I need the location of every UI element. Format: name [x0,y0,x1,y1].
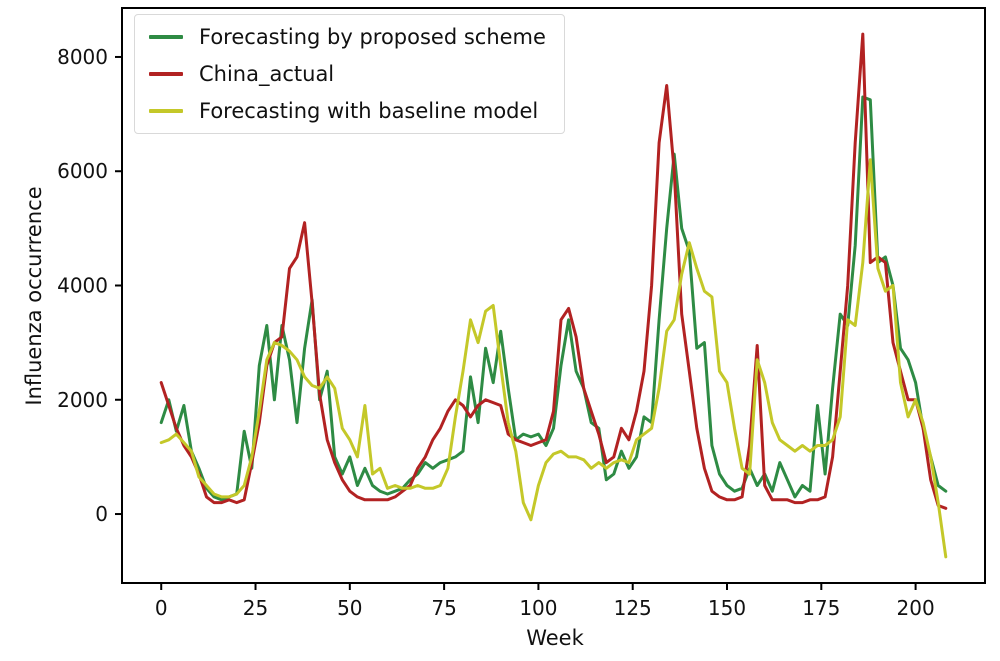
y-tick-label: 8000 [57,45,108,69]
legend-item-0: Forecasting by proposed scheme [149,25,546,49]
legend-label: China_actual [199,62,335,86]
series-line-0 [159,95,948,502]
y-tick-label: 4000 [57,274,108,298]
x-tick-label: 150 [708,596,746,620]
y-tick-label: 0 [95,502,108,526]
x-tick-label: 200 [897,596,935,620]
legend-item-2: Forecasting with baseline model [149,99,546,123]
series-line-1 [159,32,948,510]
x-tick-label: 75 [431,596,456,620]
legend-item-1: China_actual [149,62,546,86]
legend-line-swatch [149,72,183,76]
legend-label: Forecasting with baseline model [199,99,539,123]
series-line-2 [159,158,948,559]
chart-legend: Forecasting by proposed scheme China_actu… [134,14,565,134]
y-tick-label: 2000 [57,388,108,412]
x-tick-label: 0 [155,596,168,620]
y-axis-label: Influenza occurrence [22,186,46,406]
plot-border [121,7,986,584]
x-tick-label: 25 [243,596,268,620]
x-axis-label: Week [526,626,584,650]
y-tick-label: 6000 [57,159,108,183]
legend-label: Forecasting by proposed scheme [199,25,546,49]
x-tick-label: 175 [802,596,840,620]
x-tick-label: 125 [614,596,652,620]
x-tick-label: 50 [337,596,362,620]
legend-line-swatch [149,109,183,113]
legend-line-swatch [149,35,183,39]
x-tick-label: 100 [519,596,557,620]
